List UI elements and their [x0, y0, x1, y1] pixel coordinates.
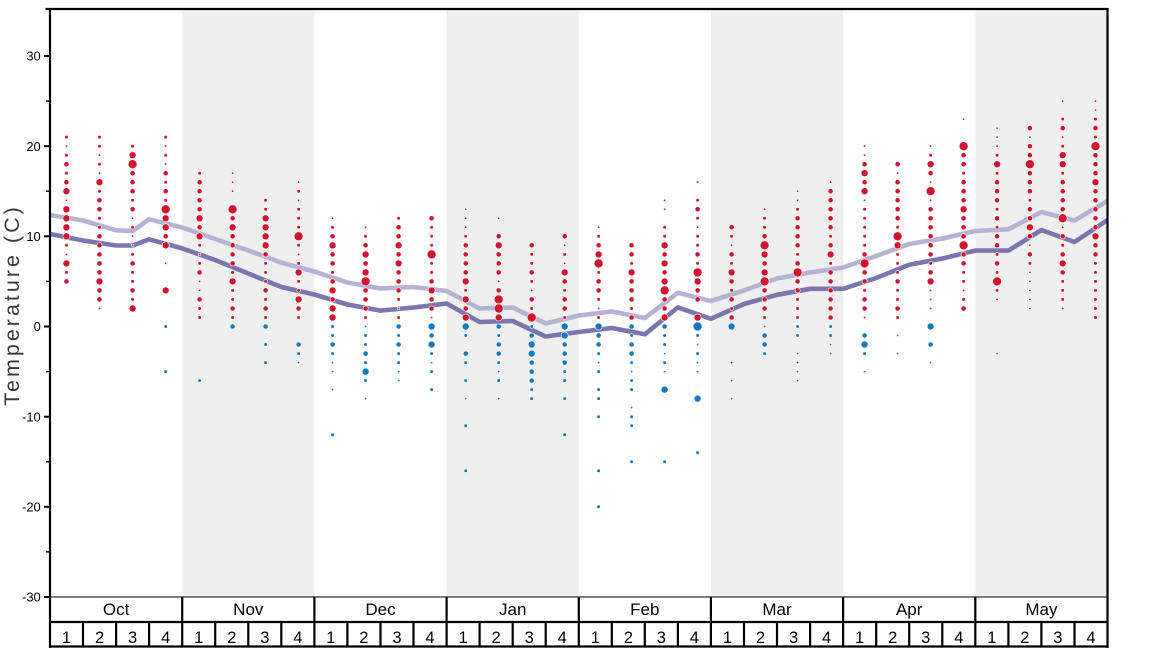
svg-text:30: 30 [26, 49, 40, 64]
svg-text:20: 20 [26, 139, 40, 154]
svg-text:3: 3 [657, 629, 666, 647]
svg-text:2: 2 [492, 629, 501, 647]
svg-text:3: 3 [525, 629, 534, 647]
svg-text:10: 10 [26, 229, 40, 244]
svg-text:1: 1 [855, 629, 864, 647]
svg-text:May: May [1025, 600, 1058, 619]
svg-text:1: 1 [326, 629, 335, 647]
svg-text:2: 2 [95, 629, 104, 647]
svg-text:3: 3 [789, 629, 798, 647]
svg-text:3: 3 [128, 629, 137, 647]
svg-text:2: 2 [888, 629, 897, 647]
svg-text:1: 1 [62, 629, 71, 647]
svg-text:4: 4 [425, 629, 434, 647]
svg-text:Dec: Dec [365, 600, 396, 619]
svg-text:Mar: Mar [762, 600, 792, 619]
svg-text:4: 4 [293, 629, 302, 647]
svg-text:Apr: Apr [896, 600, 923, 619]
svg-text:Feb: Feb [630, 600, 659, 619]
svg-text:1: 1 [194, 629, 203, 647]
svg-text:1: 1 [987, 629, 996, 647]
svg-text:4: 4 [161, 629, 170, 647]
svg-text:2: 2 [1020, 629, 1029, 647]
svg-text:2: 2 [624, 629, 633, 647]
svg-text:4: 4 [822, 629, 831, 647]
svg-text:Jan: Jan [499, 600, 526, 619]
svg-text:Nov: Nov [233, 600, 264, 619]
svg-text:4: 4 [690, 629, 699, 647]
svg-text:3: 3 [1053, 629, 1062, 647]
svg-text:0: 0 [34, 319, 41, 334]
svg-text:1: 1 [591, 629, 600, 647]
svg-text:Temperature (C): Temperature (C) [0, 204, 24, 406]
svg-text:2: 2 [756, 629, 765, 647]
svg-text:4: 4 [954, 629, 963, 647]
svg-text:4: 4 [1086, 629, 1095, 647]
svg-text:2: 2 [227, 629, 236, 647]
svg-text:-10: -10 [22, 409, 41, 424]
svg-text:3: 3 [921, 629, 930, 647]
svg-text:-30: -30 [22, 590, 41, 605]
svg-text:3: 3 [260, 629, 269, 647]
svg-text:2: 2 [359, 629, 368, 647]
svg-text:1: 1 [459, 629, 468, 647]
svg-text:Oct: Oct [103, 600, 130, 619]
svg-text:4: 4 [558, 629, 567, 647]
svg-text:-20: -20 [22, 500, 41, 515]
svg-text:3: 3 [392, 629, 401, 647]
svg-text:1: 1 [723, 629, 732, 647]
